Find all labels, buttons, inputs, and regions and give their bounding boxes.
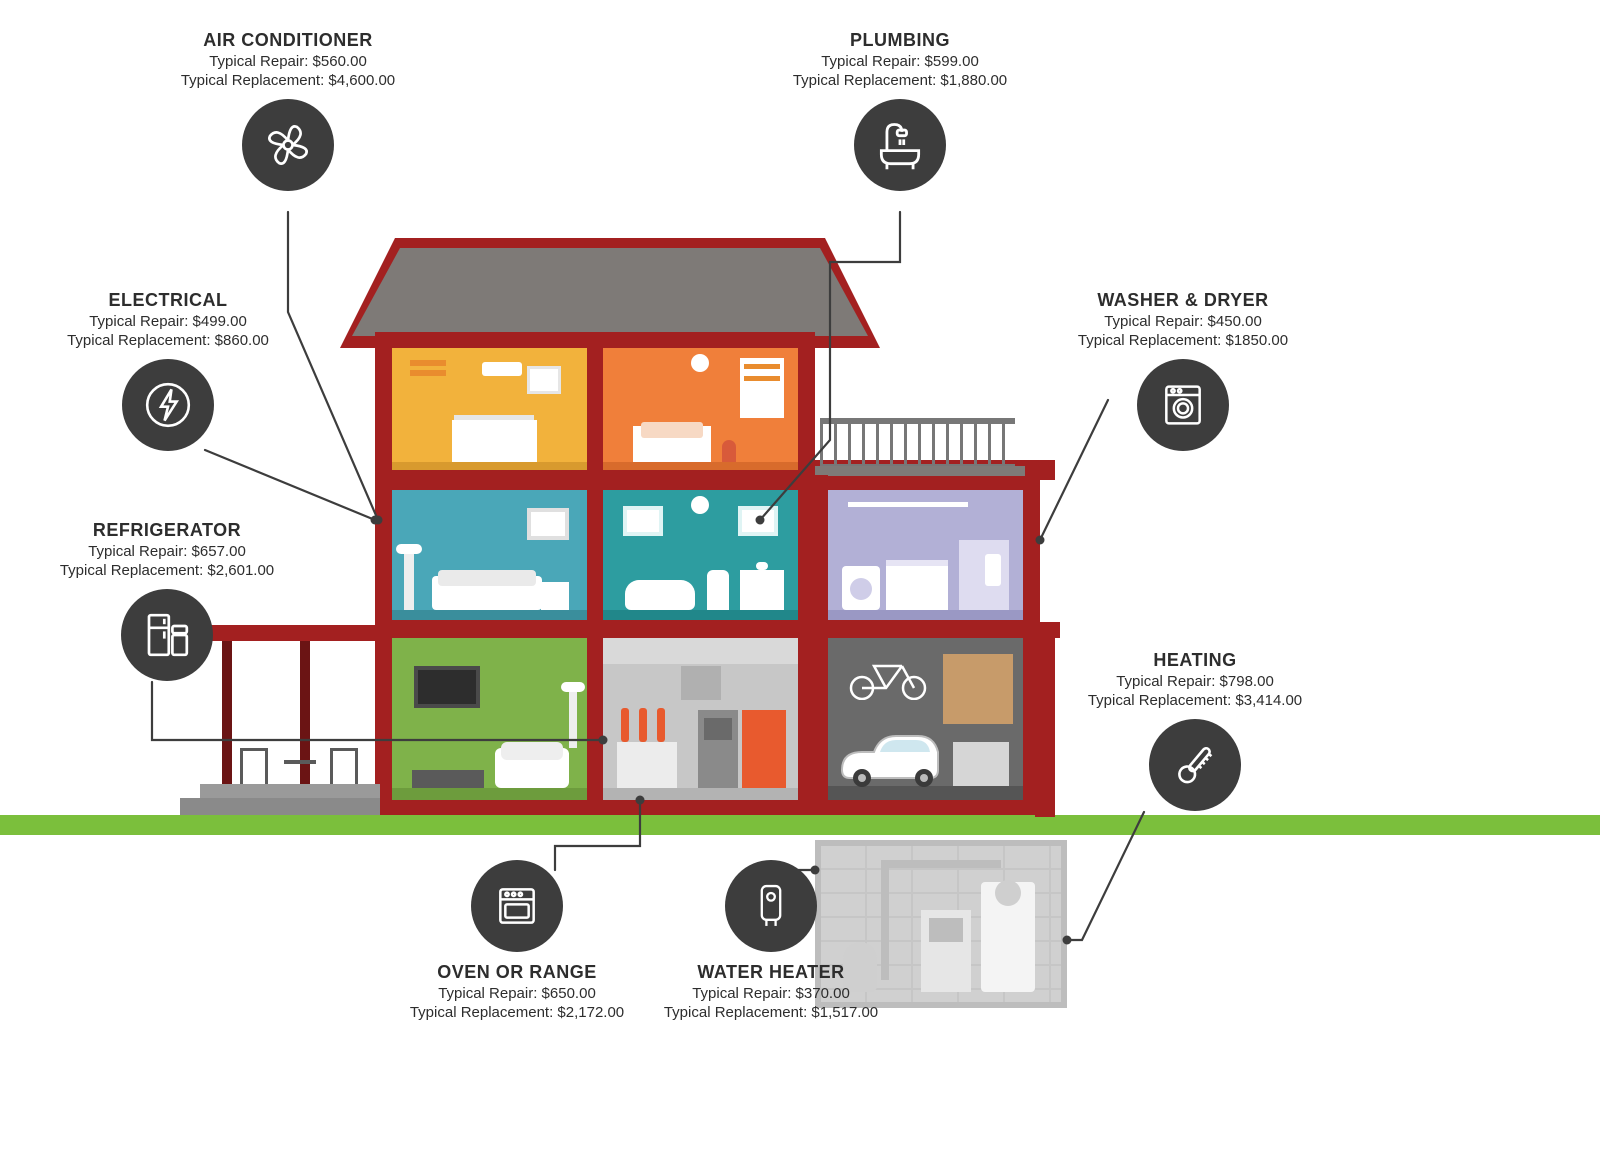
heating-title: HEATING	[1070, 650, 1320, 671]
fridge-icon	[121, 589, 213, 681]
infographic-stage: AIR CONDITIONER Typical Repair: $560.00 …	[0, 0, 1600, 1160]
fan-icon	[242, 99, 334, 191]
water-heater-icon	[725, 860, 817, 952]
washer-icon	[1137, 359, 1229, 451]
fridge-title: REFRIGERATOR	[42, 520, 292, 541]
fridge-replace: Typical Replacement: $2,601.00	[42, 562, 292, 579]
porch-post-2	[300, 641, 310, 801]
callout-water-heater: WATER HEATER Typical Repair: $370.00 Typ…	[640, 860, 902, 1021]
fridge-repair: Typical Repair: $657.00	[42, 543, 292, 560]
plumbing-title: PLUMBING	[782, 30, 1018, 51]
callout-plumbing: PLUMBING Typical Repair: $599.00 Typical…	[782, 30, 1018, 191]
oven-replace: Typical Replacement: $2,172.00	[386, 1004, 648, 1021]
balcony-floor	[815, 466, 1025, 476]
washer-repair: Typical Repair: $450.00	[1058, 313, 1308, 330]
porch-step	[180, 798, 380, 815]
wh-title: WATER HEATER	[640, 962, 902, 983]
ground-strip	[0, 815, 1600, 835]
wing-roof-edge	[1035, 622, 1055, 817]
porch-step2	[200, 784, 380, 798]
room-lounge	[392, 490, 587, 620]
electrical-repair: Typical Repair: $499.00	[50, 313, 286, 330]
wing-wall	[812, 475, 828, 815]
washer-replace: Typical Replacement: $1850.00	[1058, 332, 1308, 349]
washer-title: WASHER & DRYER	[1058, 290, 1308, 311]
patio-chair2	[330, 748, 358, 784]
ac-repair: Typical Repair: $560.00	[170, 53, 406, 70]
electrical-replace: Typical Replacement: $860.00	[50, 332, 286, 349]
callout-refrigerator: REFRIGERATOR Typical Repair: $657.00 Typ…	[42, 520, 292, 681]
plumbing-replace: Typical Replacement: $1,880.00	[782, 72, 1018, 89]
callout-air-conditioner: AIR CONDITIONER Typical Repair: $560.00 …	[170, 30, 406, 191]
room-garage	[828, 638, 1023, 800]
room-bedroom	[603, 348, 798, 470]
room-office	[392, 348, 587, 470]
bolt-icon	[122, 359, 214, 451]
patio-table	[284, 760, 316, 764]
balcony-rail	[820, 418, 1015, 470]
garage-car	[834, 728, 949, 790]
oven-title: OVEN OR RANGE	[386, 962, 648, 983]
wh-replace: Typical Replacement: $1,517.00	[640, 1004, 902, 1021]
callout-heating: HEATING Typical Repair: $798.00 Typical …	[1070, 650, 1320, 811]
heating-replace: Typical Replacement: $3,414.00	[1070, 692, 1320, 709]
room-laundry	[828, 490, 1023, 620]
ac-replace: Typical Replacement: $4,600.00	[170, 72, 406, 89]
room-kitchen	[603, 638, 798, 800]
room-living	[392, 638, 587, 800]
heating-repair: Typical Repair: $798.00	[1070, 673, 1320, 690]
plumbing-repair: Typical Repair: $599.00	[782, 53, 1018, 70]
oven-repair: Typical Repair: $650.00	[386, 985, 648, 1002]
room-bath	[603, 490, 798, 620]
wh-repair: Typical Repair: $370.00	[640, 985, 902, 1002]
callout-electrical: ELECTRICAL Typical Repair: $499.00 Typic…	[50, 290, 286, 451]
thermometer-icon	[1149, 719, 1241, 811]
patio-chair	[240, 748, 268, 784]
callout-oven: OVEN OR RANGE Typical Repair: $650.00 Ty…	[386, 860, 648, 1021]
bathtub-icon	[854, 99, 946, 191]
ac-title: AIR CONDITIONER	[170, 30, 406, 51]
electrical-title: ELECTRICAL	[50, 290, 286, 311]
garage-bike	[846, 652, 930, 700]
mid-wall	[587, 332, 603, 815]
oven-icon	[471, 860, 563, 952]
floor-sep-2	[375, 620, 1040, 638]
callout-washer-dryer: WASHER & DRYER Typical Repair: $450.00 T…	[1058, 290, 1308, 451]
